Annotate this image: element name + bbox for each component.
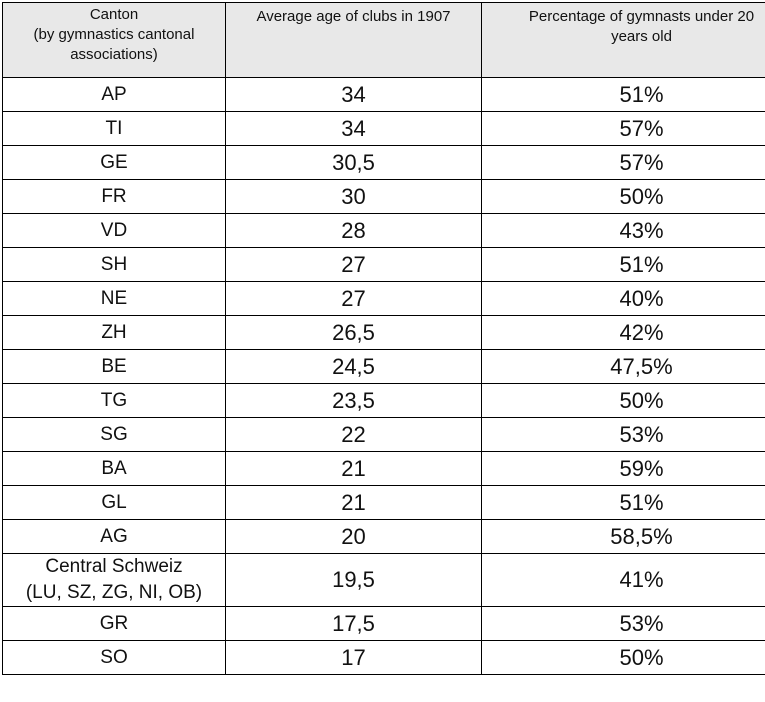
average-age-cell: 19,5 [225, 553, 482, 607]
average-age-cell: 20 [225, 519, 482, 554]
percentage-cell: 53% [481, 417, 765, 452]
average-age-cell: 34 [225, 77, 482, 112]
canton-cell: GR [2, 606, 226, 641]
table-row: GL 21 51% [2, 485, 765, 520]
table-row: BE 24,5 47,5% [2, 349, 765, 384]
average-age-cell: 24,5 [225, 349, 482, 384]
average-age-cell: 30,5 [225, 145, 482, 180]
canton-cell: BE [2, 349, 226, 384]
percentage-cell: 57% [481, 111, 765, 146]
canton-cell: NE [2, 281, 226, 316]
average-age-cell: 26,5 [225, 315, 482, 350]
table-row: SO 17 50% [2, 640, 765, 675]
table-row: AP 34 51% [2, 77, 765, 112]
table-row: TG 23,5 50% [2, 383, 765, 418]
canton-cell: BA [2, 451, 226, 486]
header-row: Canton (by gymnastics cantonal associati… [2, 2, 765, 78]
canton-name-line-2: (LU, SZ, ZG, NI, OB) [25, 582, 203, 603]
average-age-cell: 17 [225, 640, 482, 675]
table-row: GE 30,5 57% [2, 145, 765, 180]
canton-cell: GE [2, 145, 226, 180]
percentage-cell: 51% [481, 247, 765, 282]
average-age-cell: 27 [225, 247, 482, 282]
header-canton: Canton (by gymnastics cantonal associati… [2, 2, 226, 78]
canton-cell: ZH [2, 315, 226, 350]
percentage-cell: 57% [481, 145, 765, 180]
average-age-cell: 34 [225, 111, 482, 146]
header-canton-line-2: (by gymnastics cantonal [33, 26, 195, 43]
table-row: SH 27 51% [2, 247, 765, 282]
table-row: VD 28 43% [2, 213, 765, 248]
table-row: Central Schweiz (LU, SZ, ZG, NI, OB) 19,… [2, 553, 765, 607]
percentage-cell: 59% [481, 451, 765, 486]
header-average-age-label: Average age of clubs in 1907 [256, 8, 451, 25]
header-canton-line-3: associations) [70, 46, 158, 63]
canton-cell: AG [2, 519, 226, 554]
table-header: Canton (by gymnastics cantonal associati… [2, 2, 765, 78]
average-age-cell: 23,5 [225, 383, 482, 418]
header-percentage-line-2: years old [611, 28, 672, 45]
canton-cell: TG [2, 383, 226, 418]
canton-cell: VD [2, 213, 226, 248]
header-percentage-line-1: Percentage of gymnasts under 20 [528, 8, 755, 25]
percentage-cell: 50% [481, 179, 765, 214]
table-row: ZH 26,5 42% [2, 315, 765, 350]
percentage-cell: 50% [481, 383, 765, 418]
average-age-cell: 22 [225, 417, 482, 452]
table-row: FR 30 50% [2, 179, 765, 214]
percentage-cell: 51% [481, 77, 765, 112]
canton-cell: FR [2, 179, 226, 214]
canton-cell: Central Schweiz (LU, SZ, ZG, NI, OB) [2, 553, 226, 607]
percentage-cell: 47,5% [481, 349, 765, 384]
canton-cell: SG [2, 417, 226, 452]
table-row: BA 21 59% [2, 451, 765, 486]
average-age-cell: 21 [225, 451, 482, 486]
percentage-cell: 50% [481, 640, 765, 675]
average-age-cell: 28 [225, 213, 482, 248]
header-percentage: Percentage of gymnasts under 20 years ol… [481, 2, 765, 78]
canton-name-line-1: Central Schweiz [45, 556, 183, 577]
average-age-cell: 17,5 [225, 606, 482, 641]
table-row: AG 20 58,5% [2, 519, 765, 554]
percentage-cell: 53% [481, 606, 765, 641]
canton-gymnastics-table: Canton (by gymnastics cantonal associati… [2, 2, 765, 675]
table-body: AP 34 51% TI 34 57% GE 30,5 57% FR 30 50… [2, 77, 765, 675]
percentage-cell: 41% [481, 553, 765, 607]
average-age-cell: 27 [225, 281, 482, 316]
table-row: NE 27 40% [2, 281, 765, 316]
header-average-age: Average age of clubs in 1907 [225, 2, 482, 78]
average-age-cell: 30 [225, 179, 482, 214]
percentage-cell: 58,5% [481, 519, 765, 554]
average-age-cell: 21 [225, 485, 482, 520]
percentage-cell: 40% [481, 281, 765, 316]
table-row: TI 34 57% [2, 111, 765, 146]
table-row: SG 22 53% [2, 417, 765, 452]
percentage-cell: 43% [481, 213, 765, 248]
header-canton-line-1: Canton [89, 6, 139, 23]
canton-cell: AP [2, 77, 226, 112]
percentage-cell: 51% [481, 485, 765, 520]
table-row: GR 17,5 53% [2, 606, 765, 641]
canton-cell: TI [2, 111, 226, 146]
canton-cell: SH [2, 247, 226, 282]
canton-cell: SO [2, 640, 226, 675]
canton-cell: GL [2, 485, 226, 520]
percentage-cell: 42% [481, 315, 765, 350]
